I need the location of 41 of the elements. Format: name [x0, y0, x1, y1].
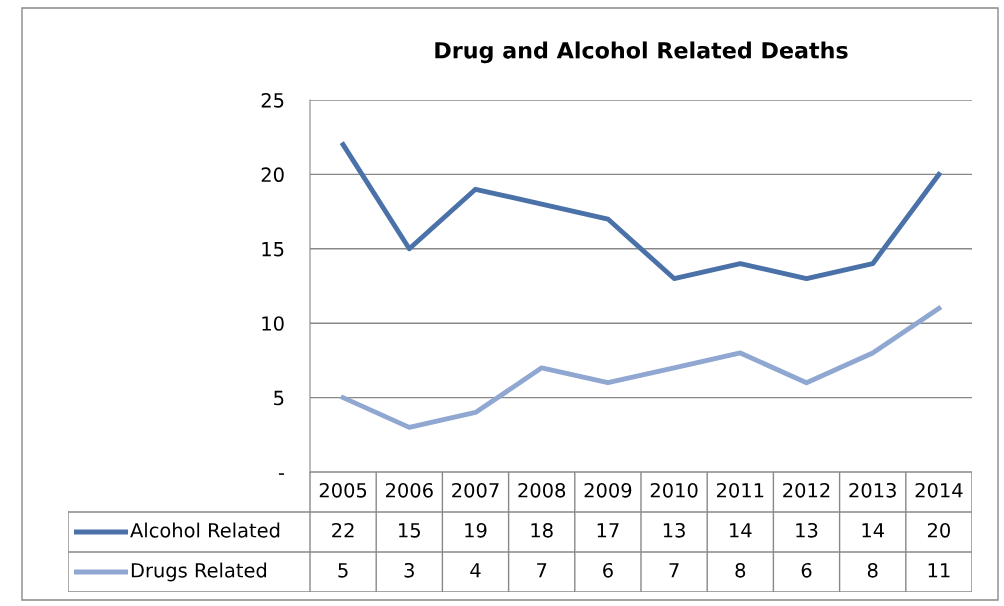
data-label: 6 — [801, 562, 812, 578]
data-label: 13 — [663, 522, 685, 538]
data-label: 14 — [862, 523, 884, 538]
data-label: 8 — [735, 562, 746, 578]
x-tick-label: 2007 — [452, 482, 499, 498]
data-label: 7 — [669, 563, 679, 578]
data-label: 22 — [332, 522, 354, 538]
x-tick-label: 2009 — [584, 482, 632, 498]
data-label: 13 — [796, 522, 818, 538]
data-label: 15 — [399, 523, 420, 538]
y-tick-label: 20 — [261, 167, 284, 183]
y-tick-label: - — [278, 473, 285, 475]
y-tick-label: 15 — [262, 242, 284, 257]
x-tick-label: 2008 — [518, 482, 566, 498]
y-tick-label: 25 — [261, 92, 284, 108]
line-series — [340, 142, 942, 281]
x-tick-label: 2014 — [915, 482, 963, 498]
data-label: 18 — [531, 522, 553, 538]
data-label: 3 — [404, 562, 414, 578]
data-label: 19 — [465, 522, 487, 538]
x-tick-label: 2006 — [385, 482, 433, 498]
x-tick-label: 2011 — [716, 482, 764, 498]
data-label: 14 — [730, 523, 752, 538]
data-label: 7 — [537, 563, 547, 578]
chart-title: Drug and Alcohol Related Deaths — [435, 41, 848, 64]
legend-label: Drugs Related — [131, 562, 267, 582]
data-label: 8 — [867, 562, 878, 578]
data-label: 11 — [928, 563, 950, 578]
y-tick-label: 10 — [262, 316, 284, 331]
y-tick-label: 5 — [274, 390, 284, 406]
data-label: 4 — [470, 563, 481, 578]
x-tick-label: 2005 — [319, 482, 367, 498]
legend-label: Alcohol Related — [130, 522, 280, 538]
line-series — [340, 305, 942, 430]
x-tick-label: 2010 — [650, 482, 698, 498]
data-label: 5 — [338, 563, 348, 578]
x-tick-label: 2012 — [783, 482, 830, 498]
data-label: 17 — [597, 523, 619, 538]
data-label: 6 — [603, 562, 613, 578]
x-tick-label: 2013 — [849, 482, 896, 498]
data-label: 20 — [927, 522, 950, 538]
